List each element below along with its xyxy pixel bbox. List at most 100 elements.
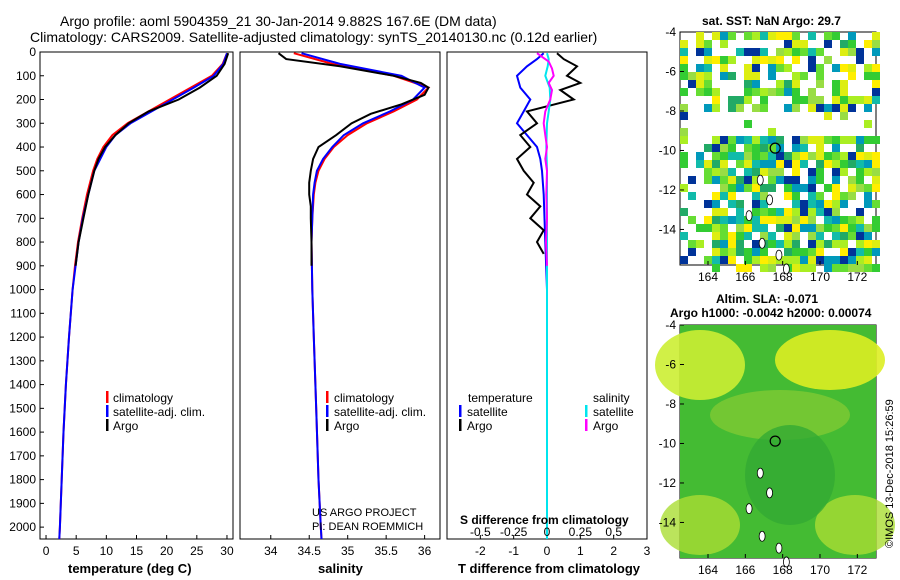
- x-tick-label: 35.5: [374, 544, 398, 558]
- sst-cell: [744, 224, 752, 232]
- sst-cell: [760, 32, 768, 40]
- sst-cell: [792, 232, 800, 240]
- sst-cell: [848, 232, 856, 240]
- sst-cell: [720, 56, 728, 64]
- sst-cell: [704, 88, 712, 96]
- sst-cell: [776, 216, 784, 224]
- sst-cell: [856, 208, 864, 216]
- sst-cell: [856, 216, 864, 224]
- sst-cell: [744, 168, 752, 176]
- sst-cell: [864, 64, 872, 72]
- sst-cell: [808, 248, 816, 256]
- sst-cell: [784, 240, 792, 248]
- x-tick-label: 3: [644, 544, 651, 558]
- sst-cell: [712, 224, 720, 232]
- x-tick-label: 5: [73, 544, 80, 558]
- sst-cell: [800, 96, 808, 104]
- sst-cell: [752, 136, 760, 144]
- sst-cell: [784, 216, 792, 224]
- sst-cell: [824, 40, 832, 48]
- sst-cell: [824, 240, 832, 248]
- map-y-tick-label: -4: [665, 25, 676, 39]
- sst-cell: [824, 136, 832, 144]
- sst-cell: [784, 88, 792, 96]
- sst-cell: [680, 88, 688, 96]
- sst-cell: [864, 248, 872, 256]
- credit-project: US ARGO PROJECT: [312, 507, 417, 519]
- sst-cell: [728, 232, 736, 240]
- map-y-tick-label: -6: [665, 64, 676, 78]
- sst-cell: [720, 256, 728, 264]
- sst-cell: [744, 152, 752, 160]
- sst-cell: [864, 96, 872, 104]
- sst-cell: [728, 192, 736, 200]
- sst-cell: [784, 256, 792, 264]
- sst-cell: [680, 232, 688, 240]
- sst-cell: [776, 160, 784, 168]
- sst-cell: [712, 104, 720, 112]
- sst-cell: [720, 224, 728, 232]
- sst-cell: [864, 40, 872, 48]
- sst-cell: [784, 160, 792, 168]
- depth-tick-label: 1700: [9, 449, 36, 463]
- sst-cell: [872, 32, 880, 40]
- sst-cell: [704, 176, 712, 184]
- legend-label-satellite: satellite-adj. clim.: [334, 405, 426, 419]
- sst-cell: [824, 224, 832, 232]
- sst-cell: [744, 48, 752, 56]
- sst-cell: [832, 88, 840, 96]
- sst-cell: [840, 264, 848, 272]
- sst-cell: [864, 200, 872, 208]
- sst-cell: [680, 112, 688, 120]
- sst-cell: [680, 56, 688, 64]
- sst-cell: [784, 208, 792, 216]
- sst-cell: [848, 160, 856, 168]
- sst-cell: [872, 72, 880, 80]
- series-s-satellite: [544, 52, 552, 539]
- sst-cell: [840, 232, 848, 240]
- sst-cell: [712, 256, 720, 264]
- sst-cell: [864, 168, 872, 176]
- sst-cell: [736, 176, 744, 184]
- sst-cell: [808, 104, 816, 112]
- depth-tick-label: 1600: [9, 425, 36, 439]
- sst-cell: [704, 72, 712, 80]
- sst-cell: [768, 184, 776, 192]
- sst-cell: [720, 232, 728, 240]
- sst-cell: [736, 48, 744, 56]
- sst-cell: [792, 56, 800, 64]
- island: [766, 487, 773, 499]
- depth-tick-label: 1800: [9, 473, 36, 487]
- sst-cell: [816, 224, 824, 232]
- sst-cell: [688, 72, 696, 80]
- depth-tick-label: 1200: [9, 330, 36, 344]
- sst-cell: [768, 136, 776, 144]
- sst-cell: [752, 80, 760, 88]
- sst-cell: [696, 40, 704, 48]
- depth-tick-label: 200: [16, 93, 36, 107]
- sst-cell: [792, 264, 800, 272]
- sst-cell: [712, 152, 720, 160]
- sst-cell: [816, 144, 824, 152]
- sst-cell: [736, 96, 744, 104]
- sst-cell: [848, 192, 856, 200]
- sst-cell: [728, 56, 736, 64]
- sst-cell: [792, 96, 800, 104]
- header-line-2: Climatology: CARS2009. Satellite-adjuste…: [30, 29, 597, 45]
- map-y-tick-label: -12: [659, 476, 677, 490]
- sst-cell: [712, 88, 720, 96]
- x-tick-label: 2: [610, 544, 617, 558]
- sst-cell: [728, 216, 736, 224]
- sst-cell: [872, 248, 880, 256]
- sst-cell: [856, 136, 864, 144]
- sst-cell: [816, 256, 824, 264]
- sst-cell: [720, 144, 728, 152]
- sst-cell: [720, 184, 728, 192]
- sst-cell: [776, 64, 784, 72]
- sst-cell: [736, 232, 744, 240]
- x-tick-label: 0: [544, 544, 551, 558]
- sst-cell: [864, 240, 872, 248]
- depth-tick-label: 500: [16, 164, 36, 178]
- sst-cell: [784, 80, 792, 88]
- island: [756, 467, 764, 479]
